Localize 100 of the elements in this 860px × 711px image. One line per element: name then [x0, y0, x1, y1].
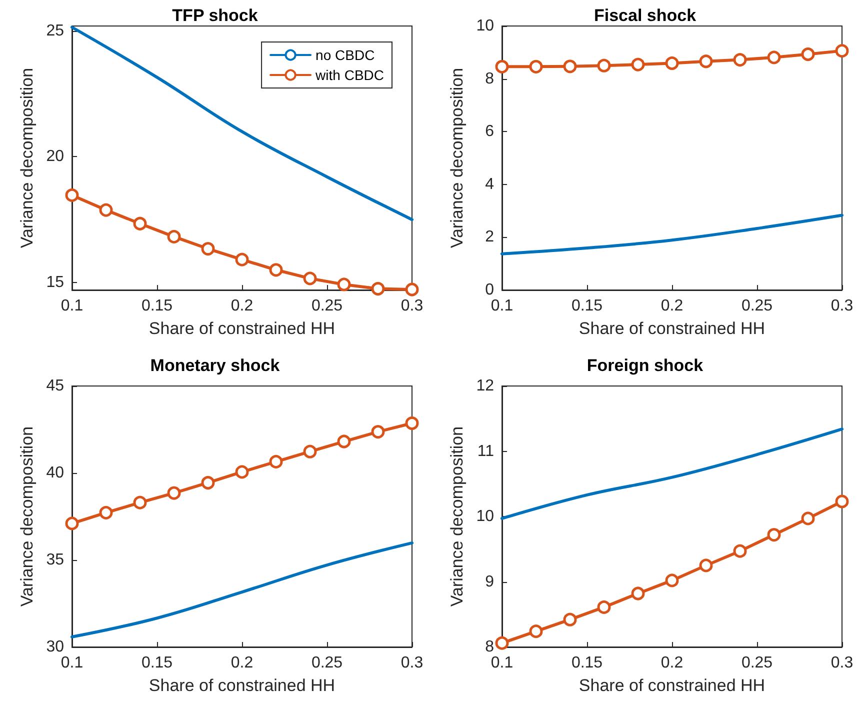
point — [303, 272, 317, 286]
point — [835, 44, 849, 58]
point — [563, 60, 577, 74]
point — [371, 425, 385, 439]
chart-title: TFP shock — [172, 6, 258, 25]
point — [65, 188, 79, 202]
point — [337, 278, 351, 292]
x-axis-title: Share of constrained HH — [578, 676, 766, 695]
y-tick-label: 9 — [485, 573, 494, 590]
x-tick-label: 0.25 — [741, 298, 773, 314]
x-tick-label: 0.15 — [141, 654, 173, 672]
line-series — [70, 26, 414, 222]
chart-title: Foreign shock — [586, 356, 704, 375]
point — [699, 558, 713, 572]
x-tick-label: 0.2 — [230, 654, 254, 672]
point — [201, 242, 215, 256]
point — [801, 48, 815, 61]
y-tick-label: 11 — [477, 442, 494, 460]
x-tick-label: 0.15 — [571, 654, 603, 672]
y-tick-label: 25 — [46, 22, 64, 40]
line-series — [500, 428, 844, 520]
x-tick-label: 0.2 — [230, 298, 254, 314]
point — [303, 444, 317, 458]
x-tick-label: 0.1 — [490, 654, 514, 672]
x-tick-label: 0.1 — [490, 298, 514, 314]
point — [767, 50, 781, 64]
x-axis-title: Share of constrained HH — [578, 319, 766, 338]
point — [269, 263, 283, 277]
point — [699, 54, 713, 68]
point — [495, 636, 509, 650]
x-axis-title: Share of constrained HH — [148, 676, 336, 695]
point — [631, 586, 645, 600]
chart-title: Fiscal shock — [594, 6, 697, 25]
legend-label: no CBDC — [316, 47, 375, 63]
y-tick-label: 2 — [485, 228, 494, 246]
point — [665, 574, 679, 588]
y-tick-label: 0 — [485, 282, 494, 298]
x-tick-label: 0.15 — [571, 298, 603, 314]
y-axis-title: Variance decomposition — [17, 68, 36, 248]
point — [529, 60, 543, 74]
x-tick-label: 0.3 — [400, 298, 424, 314]
x-tick-label: 0.25 — [741, 654, 773, 672]
point — [235, 465, 249, 479]
y-tick-label: 10 — [476, 18, 494, 34]
x-tick-label: 0.2 — [660, 654, 684, 672]
x-tick-label: 0.1 — [60, 298, 84, 314]
y-tick-label: 12 — [476, 378, 494, 394]
chart-title: Monetary shock — [150, 356, 280, 375]
point — [337, 434, 351, 448]
point — [235, 252, 249, 266]
y-axis-title: Variance decomposition — [17, 426, 36, 607]
point — [167, 230, 181, 244]
point — [835, 494, 849, 508]
point — [269, 454, 283, 468]
y-tick-label: 20 — [46, 148, 64, 166]
y-axis-title: Variance decomposition — [447, 68, 466, 248]
y-tick-label: 15 — [46, 274, 64, 291]
line-series — [70, 541, 414, 638]
line-series — [500, 214, 844, 256]
y-tick-label: 10 — [476, 508, 494, 525]
point — [767, 528, 781, 542]
y-tick-label: 4 — [485, 176, 494, 193]
x-tick-label: 0.15 — [141, 298, 173, 314]
y-tick-label: 40 — [46, 464, 64, 482]
point — [597, 58, 611, 72]
point — [631, 58, 645, 72]
point — [597, 600, 611, 614]
y-axis-title: Variance decomposition — [447, 426, 466, 607]
y-tick-label: 30 — [46, 638, 64, 656]
y-tick-label: 8 — [485, 638, 494, 656]
point — [563, 612, 577, 626]
y-tick-label: 6 — [485, 123, 494, 140]
point — [371, 282, 385, 296]
x-tick-label: 0.25 — [311, 654, 343, 672]
point — [133, 496, 147, 510]
point — [405, 282, 419, 296]
y-tick-label: 8 — [485, 70, 494, 88]
x-tick-label: 0.2 — [660, 298, 684, 314]
point — [529, 624, 543, 638]
x-tick-label: 0.3 — [400, 654, 424, 672]
point — [201, 476, 215, 490]
point — [733, 53, 747, 67]
point — [801, 512, 815, 526]
point — [99, 506, 113, 520]
point — [665, 56, 679, 70]
x-tick-label: 0.3 — [830, 298, 854, 314]
point — [167, 486, 181, 500]
x-tick-label: 0.3 — [830, 654, 854, 672]
legend-label: with CBDC — [314, 67, 384, 83]
point — [65, 516, 79, 530]
point — [405, 416, 419, 430]
y-tick-label: 35 — [46, 552, 64, 568]
point — [733, 544, 747, 558]
point — [495, 60, 509, 74]
y-tick-label: 45 — [46, 378, 64, 394]
x-axis-title: Share of constrained HH — [148, 319, 336, 338]
x-tick-label: 0.1 — [60, 654, 84, 672]
point — [99, 203, 113, 217]
point — [133, 216, 147, 230]
x-tick-label: 0.25 — [311, 298, 343, 314]
